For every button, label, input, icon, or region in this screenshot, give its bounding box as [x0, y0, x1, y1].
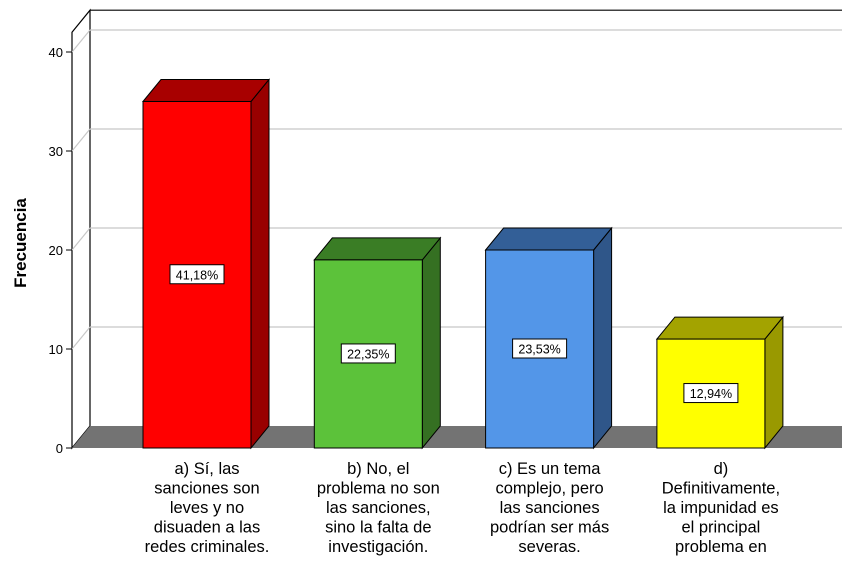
bar	[484, 226, 613, 450]
category-label-line: a) Sí, las	[174, 460, 239, 478]
bar-top	[313, 237, 442, 261]
category-label-line: severas.	[518, 538, 580, 556]
category-label: c) Es un tema complejo, pero las sanciones…	[490, 460, 609, 556]
category-label-line: sino la falta de	[325, 519, 431, 537]
category-label-line: problema en	[675, 538, 767, 556]
bar	[655, 315, 784, 450]
gridline-side	[71, 227, 91, 251]
bar-top	[655, 316, 784, 340]
data-label-text: 23,53%	[518, 343, 560, 357]
data-label: 41,18%	[169, 264, 225, 285]
category-label-line: c) Es un tema	[499, 460, 602, 478]
category-label-line: el principal	[681, 519, 760, 537]
bar	[141, 78, 271, 450]
bar-side	[421, 236, 441, 450]
gridline-side	[71, 326, 91, 350]
bar-side	[593, 226, 613, 450]
y-axis-ticks: 0 10 20 30 40	[49, 45, 72, 456]
category-label: a) Sí, las sanciones son leves y no disuade…	[145, 460, 270, 556]
gridline-side	[71, 128, 91, 152]
data-labels: 41,18% 22,35% 23,53% 12,94%	[169, 264, 739, 404]
bar-top	[141, 79, 271, 102]
data-label: 12,94%	[683, 383, 739, 404]
y-tick-label: 30	[49, 144, 63, 159]
category-label-line: investigación.	[328, 538, 428, 556]
data-label-box	[340, 343, 396, 364]
gridline-side	[71, 29, 91, 53]
category-label-line: sanciones son	[154, 480, 260, 498]
category-label-line: problema no son	[317, 480, 440, 498]
category-label-line: las sanciones,	[326, 499, 431, 517]
category-label-line: d)	[714, 460, 729, 478]
chart-walls	[71, 8, 842, 450]
bar-side	[250, 78, 270, 450]
bars	[141, 78, 784, 450]
y-tick-label: 40	[49, 45, 63, 60]
y-tick-label: 0	[56, 441, 63, 456]
category-label-line: podrían ser más	[490, 519, 609, 537]
bar	[313, 236, 442, 450]
category-label-line: leves y no	[170, 499, 244, 517]
data-label: 23,53%	[512, 338, 568, 359]
category-label: d) Definitivamente, la impunidad es el prin…	[662, 460, 780, 556]
category-label: b) No, el problema no son las sanciones, si…	[317, 460, 440, 556]
data-label: 22,35%	[340, 343, 396, 364]
category-label-line: b) No, el	[347, 460, 409, 478]
category-labels: a) Sí, las sanciones son leves y no disuade…	[145, 460, 780, 556]
data-label-text: 41,18%	[176, 268, 218, 282]
bar-side	[764, 315, 784, 450]
data-label-text: 12,94%	[690, 387, 732, 401]
data-label-box	[169, 264, 225, 285]
y-tick-label: 20	[49, 243, 63, 258]
data-label-box	[683, 383, 739, 404]
side-wall	[71, 8, 91, 450]
data-label-text: 22,35%	[347, 347, 389, 361]
category-label-line: redes criminales.	[145, 538, 270, 556]
back-wall	[90, 10, 842, 426]
category-label-line: disuaden a las	[154, 519, 260, 537]
data-label-box	[512, 338, 568, 359]
y-tick-label: 10	[49, 342, 63, 357]
y-axis-label: Frecuencia	[11, 198, 30, 288]
category-label-line: las sanciones	[500, 499, 600, 517]
bar-top	[484, 227, 613, 251]
category-label-line: complejo, pero	[495, 480, 603, 498]
category-label-line: Definitivamente,	[662, 480, 780, 498]
category-label-line: la impunidad es	[663, 499, 779, 517]
